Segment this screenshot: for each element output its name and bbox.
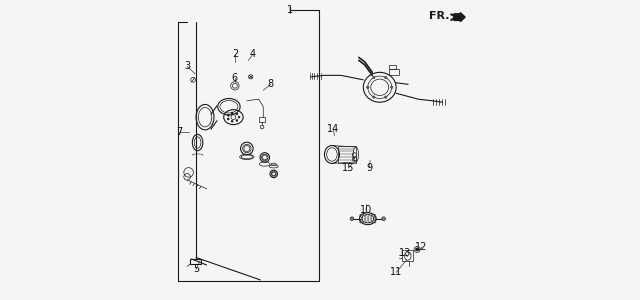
Text: 9: 9 [366, 163, 372, 173]
Bar [388, 69, 399, 75]
Text: 2: 2 [232, 50, 238, 59]
Bar [259, 117, 266, 122]
Circle shape [372, 96, 375, 98]
Bar [402, 250, 413, 261]
Text: 7: 7 [176, 127, 182, 137]
Circle shape [385, 76, 387, 79]
Text: 11: 11 [390, 267, 403, 278]
Circle shape [390, 86, 393, 88]
Circle shape [236, 113, 238, 115]
Bar [338, 146, 356, 163]
Text: 14: 14 [327, 124, 340, 134]
Circle shape [350, 217, 354, 220]
Text: 4: 4 [250, 50, 256, 59]
Text: 8: 8 [268, 79, 274, 89]
Text: 13: 13 [399, 248, 412, 258]
Text: FR.: FR. [429, 11, 450, 21]
Circle shape [415, 248, 419, 251]
Text: 6: 6 [232, 73, 238, 83]
Bar [388, 65, 396, 69]
Text: 10: 10 [360, 205, 372, 215]
Text: 3: 3 [184, 61, 190, 71]
Text: 15: 15 [342, 163, 355, 173]
Bar [352, 158, 356, 160]
Circle shape [238, 116, 240, 118]
Circle shape [385, 96, 387, 98]
Bar [190, 259, 202, 264]
Text: 1: 1 [287, 5, 293, 15]
Circle shape [227, 114, 229, 116]
Circle shape [372, 76, 375, 79]
Circle shape [236, 119, 238, 121]
FancyArrow shape [454, 13, 465, 22]
Text: 5: 5 [193, 264, 199, 274]
Circle shape [227, 118, 229, 120]
Circle shape [231, 112, 233, 114]
Circle shape [231, 120, 233, 122]
Circle shape [382, 217, 385, 220]
Text: 12: 12 [415, 242, 428, 252]
Circle shape [367, 86, 369, 88]
